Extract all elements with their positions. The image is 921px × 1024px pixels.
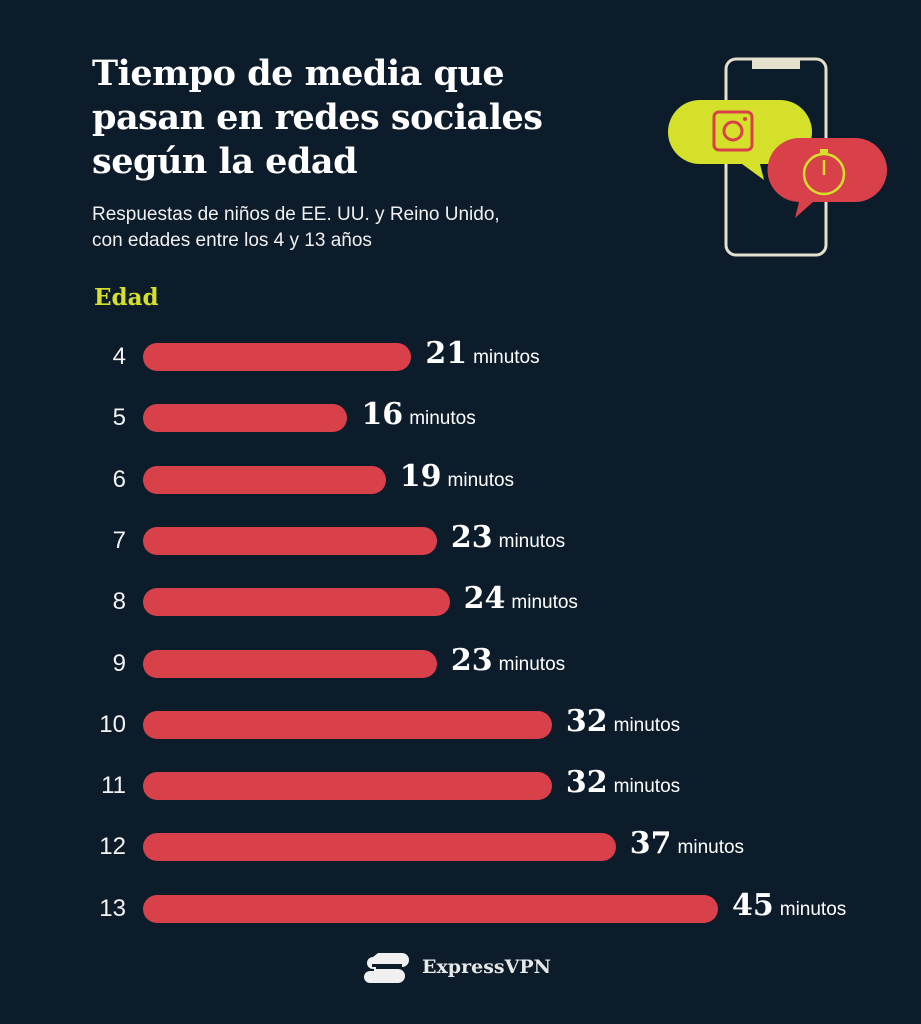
value: 37 <box>629 826 672 862</box>
bar-row: 11 32 minutos <box>0 765 921 801</box>
unit: minutos <box>447 469 515 491</box>
value: 45 <box>732 887 774 923</box>
data-label: 23 minutos <box>451 520 565 555</box>
phone-illustration <box>668 57 887 257</box>
bar-row: 4 21 minutos <box>0 336 921 372</box>
brand-name: ExpressVPN <box>422 956 551 978</box>
bar-row: 12 37 minutos <box>0 826 921 862</box>
bar-row: 6 19 minutos <box>0 459 921 495</box>
category-label: 4 <box>112 343 126 370</box>
data-label: 23 minutos <box>451 643 565 678</box>
unit: minutos <box>613 776 681 798</box>
bar <box>143 343 412 371</box>
stopwatch-icon <box>767 137 887 218</box>
bar <box>143 526 437 555</box>
unit: minutos <box>511 592 578 614</box>
data-label: 37 minutos <box>630 826 744 861</box>
bar-row: 5 16 minutos <box>0 397 921 433</box>
category-label: 12 <box>99 833 126 861</box>
unit: minutos <box>677 837 745 859</box>
value: 16 <box>361 397 404 433</box>
axis-label-edad: Edad <box>94 284 159 311</box>
chart-title: Tiempo de media que pasan en redes socia… <box>92 53 543 182</box>
value: 32 <box>565 765 608 801</box>
category-label: 6 <box>112 465 126 493</box>
data-label: 32 minutos <box>566 704 680 739</box>
category-label: 7 <box>112 526 126 554</box>
bar-row: 8 24 minutos <box>0 581 921 617</box>
category-label: 8 <box>112 588 126 616</box>
bar-row: 9 23 minutos <box>0 643 921 679</box>
value: 21 <box>425 336 468 371</box>
unit: minutos <box>409 408 476 430</box>
category-label: 11 <box>101 772 126 800</box>
bar-row: 7 23 minutos <box>0 520 921 556</box>
unit: minutos <box>613 714 681 736</box>
category-label: 10 <box>99 710 126 738</box>
bar <box>143 649 437 678</box>
chart-subtitle: Respuestas de niños de EE. UU. y Reino U… <box>92 204 500 251</box>
data-label: 21 minutos <box>425 336 539 371</box>
unit: minutos <box>498 653 566 675</box>
unit: minutos <box>498 530 566 552</box>
unit: minutos <box>473 347 540 368</box>
bar <box>143 833 616 862</box>
value: 24 <box>463 581 506 617</box>
value: 23 <box>450 519 493 555</box>
data-label: 19 minutos <box>400 459 514 494</box>
data-label: 32 minutos <box>566 765 680 800</box>
bar <box>143 894 718 923</box>
category-label: 9 <box>112 649 126 677</box>
bar <box>143 465 386 494</box>
value: 19 <box>399 458 442 494</box>
expressvpn-logo-icon <box>364 953 409 983</box>
category-label: 13 <box>99 894 126 922</box>
data-label: 16 minutos <box>361 397 475 432</box>
bar-row: 13 45 minutos <box>0 888 921 924</box>
bar <box>143 772 552 801</box>
unit: minutos <box>779 898 847 920</box>
expressvpn-logo: ExpressVPN <box>364 950 551 984</box>
value: 23 <box>450 642 493 678</box>
data-label: 24 minutos <box>464 581 578 616</box>
bar <box>143 710 552 739</box>
category-label: 5 <box>112 404 126 432</box>
bar-row: 10 32 minutos <box>0 704 921 740</box>
bar <box>143 404 348 433</box>
data-label: 45 minutos <box>732 888 846 923</box>
bar <box>143 588 450 617</box>
value: 32 <box>565 703 608 739</box>
